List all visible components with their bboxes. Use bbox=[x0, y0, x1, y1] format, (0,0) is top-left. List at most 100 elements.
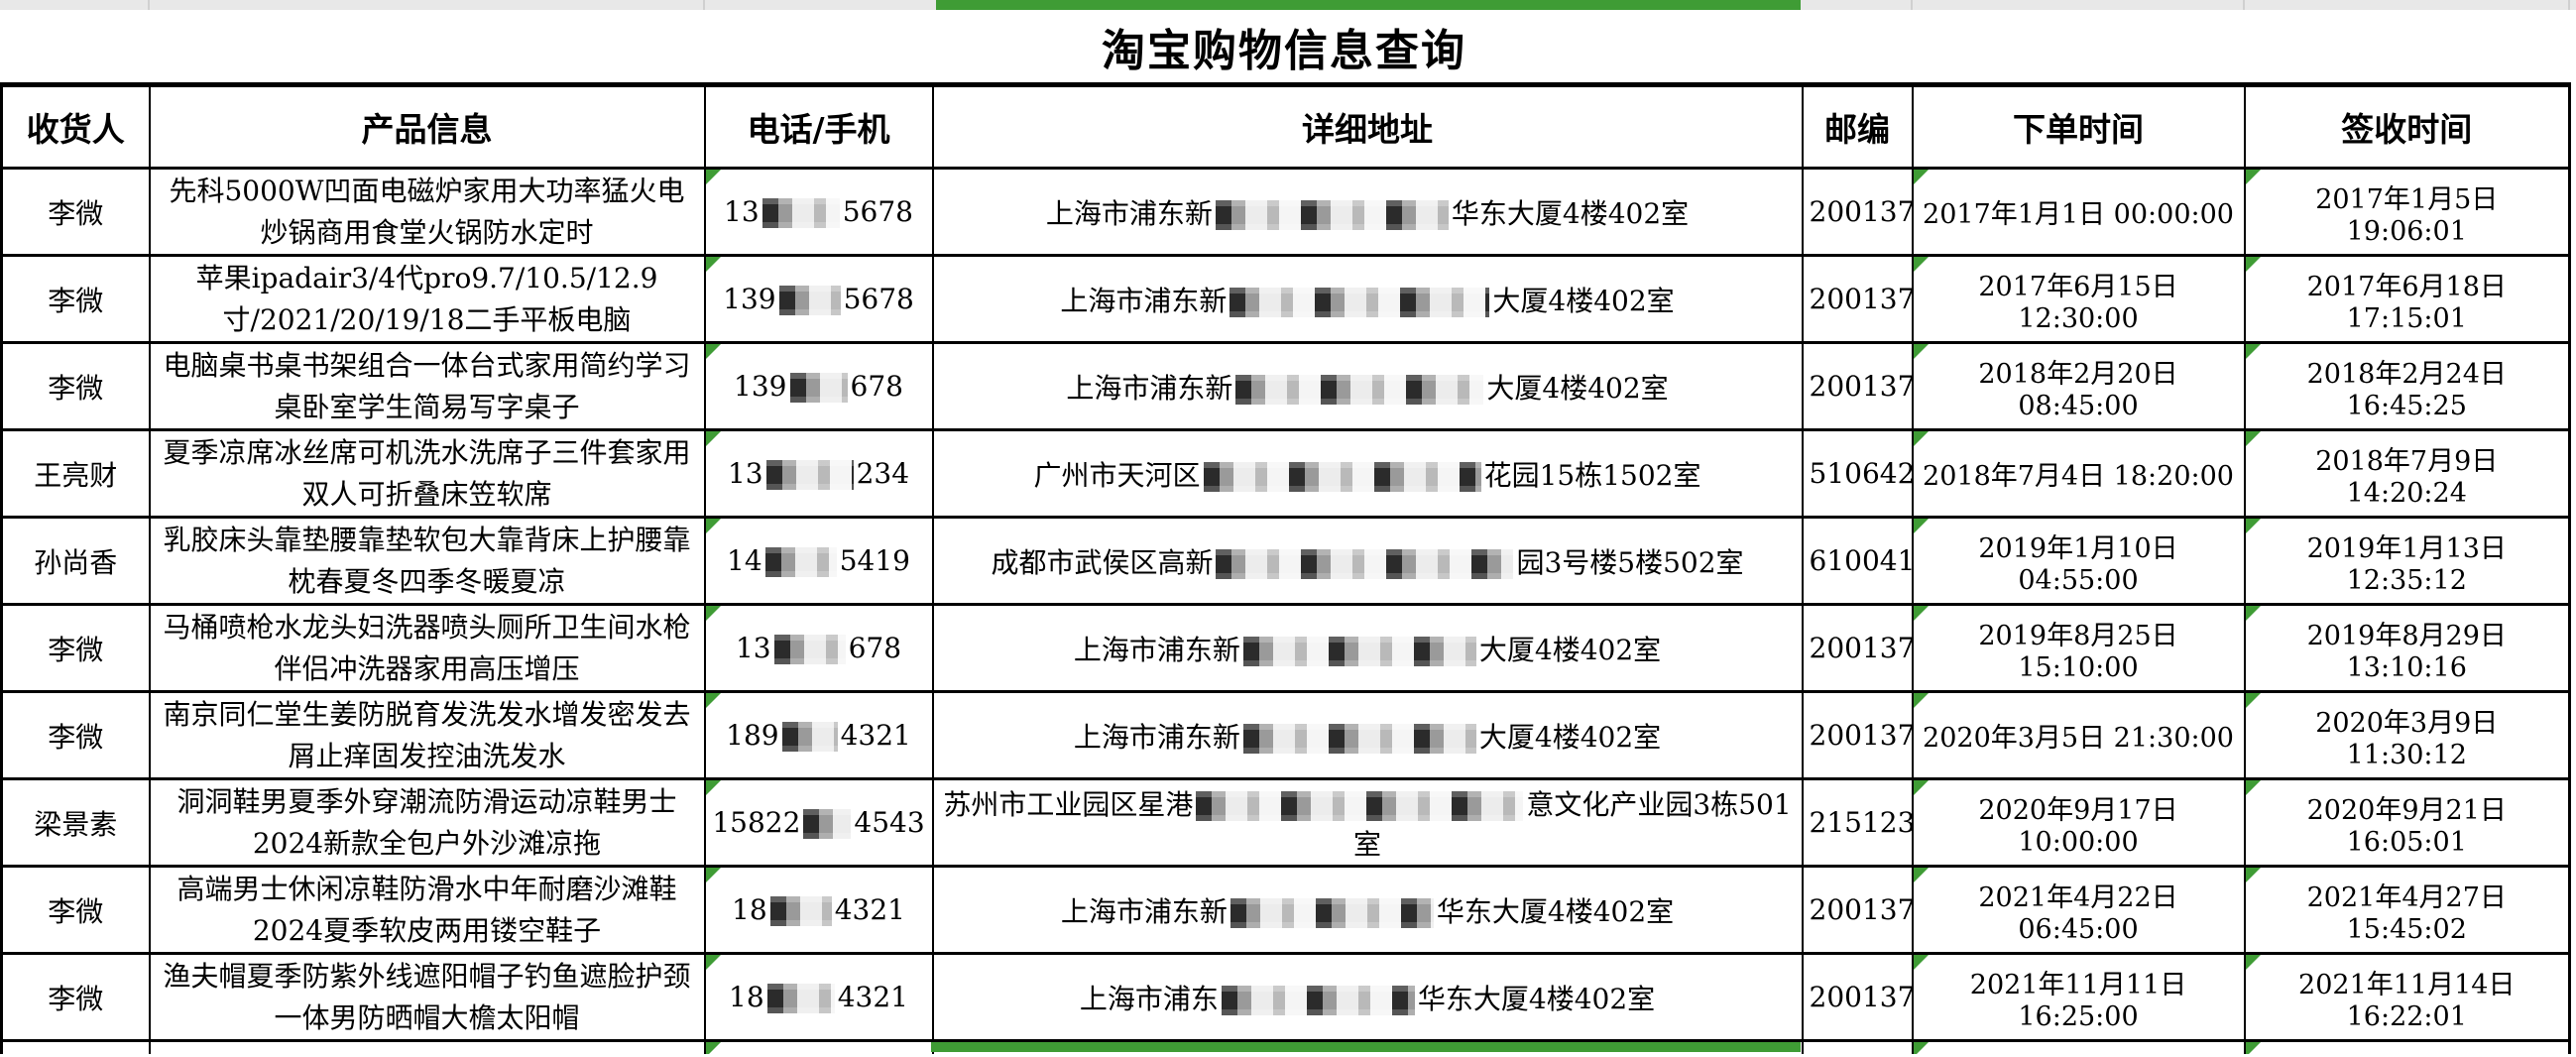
cell-recipient[interactable]: 李微 bbox=[1, 691, 151, 780]
cell-order-time[interactable]: 2020年9月17日 10:00:00 bbox=[1912, 778, 2246, 868]
cell-empty[interactable] bbox=[1, 1040, 151, 1054]
cell-sign-time[interactable]: 2020年3月9日 11:30:12 bbox=[2244, 691, 2571, 780]
cell-order-time[interactable]: 2017年6月15日 12:30:00 bbox=[1912, 255, 2246, 344]
cell-recipient[interactable]: 王亮财 bbox=[1, 429, 151, 519]
cell-zip[interactable]: 510642 bbox=[1802, 429, 1914, 519]
column-header[interactable]: 电话/手机 bbox=[704, 82, 934, 170]
cell-address[interactable]: 上海市浦东 华东大厦4楼402室 bbox=[932, 953, 1804, 1042]
cell-phone[interactable]: 14 5419 bbox=[704, 517, 934, 606]
column-header[interactable]: 签收时间 bbox=[2244, 82, 2571, 170]
cell-address[interactable]: 苏州市工业园区星港 意文化产业园3栋501室 bbox=[932, 778, 1804, 868]
cell-phone[interactable]: 18 4321 bbox=[704, 953, 934, 1042]
redacted-text-block bbox=[1215, 199, 1449, 230]
column-divider bbox=[2243, 0, 2245, 10]
cell-order-time[interactable]: 2019年8月25日 15:10:00 bbox=[1912, 604, 2246, 693]
error-indicator-triangle bbox=[1913, 868, 1929, 882]
cell-product[interactable]: 洞洞鞋男夏季外穿潮流防滑运动凉鞋男士2024新款全包户外沙滩凉拖 bbox=[149, 778, 706, 868]
cell-product[interactable]: 马桶喷枪水龙头妇洗器喷头厕所卫生间水枪伴侣冲洗器家用高压增压 bbox=[149, 604, 706, 693]
address-prefix: 上海市浦东新 bbox=[1073, 720, 1240, 754]
cell-recipient[interactable]: 李微 bbox=[1, 342, 151, 431]
cell-recipient[interactable]: 梁景素 bbox=[1, 778, 151, 868]
cell-order-time[interactable]: 2021年11月11日 16:25:00 bbox=[1912, 953, 2246, 1042]
phone-suffix: 4321 bbox=[840, 719, 911, 752]
column-header[interactable]: 收货人 bbox=[1, 82, 151, 170]
cell-product[interactable]: 苹果ipadair3/4代pro9.7/10.5/12.9寸/2021/20/1… bbox=[149, 255, 706, 344]
address-suffix: 华东大厦4楼402室 bbox=[1417, 982, 1656, 1015]
cell-empty[interactable] bbox=[2244, 1040, 2571, 1054]
cell-recipient[interactable]: 李微 bbox=[1, 604, 151, 693]
cell-sign-time[interactable]: 2021年11月14日 16:22:01 bbox=[2244, 953, 2571, 1042]
cell-zip[interactable]: 610041 bbox=[1802, 517, 1914, 606]
address-suffix: 大厦4楼402室 bbox=[1478, 720, 1662, 754]
cell-phone[interactable]: 13 5678 bbox=[704, 168, 934, 257]
cell-order-time[interactable]: 2017年1月1日 00:00:00 bbox=[1912, 168, 2246, 257]
cell-zip[interactable]: 200137 bbox=[1802, 604, 1914, 693]
cell-zip[interactable]: 200137 bbox=[1802, 342, 1914, 431]
cell-address[interactable]: 上海市浦东新 华东大厦4楼402室 bbox=[932, 866, 1804, 955]
error-indicator-triangle bbox=[705, 519, 721, 533]
cell-address[interactable]: 上海市浦东新 华东大厦4楼402室 bbox=[932, 168, 1804, 257]
cell-product[interactable]: 南京同仁堂生姜防脱育发洗发水增发密发去屑止痒固发控油洗发水 bbox=[149, 691, 706, 780]
cell-address[interactable]: 上海市浦东新 大厦4楼402室 bbox=[932, 691, 1804, 780]
cell-zip[interactable]: 200137 bbox=[1802, 255, 1914, 344]
error-indicator-triangle bbox=[1913, 170, 1929, 184]
cell-sign-time[interactable]: 2017年1月5日 19:06:01 bbox=[2244, 168, 2571, 257]
cell-phone[interactable]: 13 234 bbox=[704, 429, 934, 519]
cell-order-time[interactable]: 2018年7月4日 18:20:00 bbox=[1912, 429, 2246, 519]
cell-phone[interactable]: 189 4321 bbox=[704, 691, 934, 780]
cell-recipient[interactable]: 孙尚香 bbox=[1, 517, 151, 606]
error-indicator-triangle bbox=[2245, 606, 2261, 621]
cell-empty[interactable] bbox=[704, 1040, 934, 1054]
cell-recipient[interactable]: 李微 bbox=[1, 953, 151, 1042]
column-header[interactable]: 产品信息 bbox=[149, 82, 706, 170]
cell-product[interactable]: 夏季凉席冰丝席可机洗水洗席子三件套家用双人可折叠床笠软席 bbox=[149, 429, 706, 519]
cell-order-time[interactable]: 2020年3月5日 21:30:00 bbox=[1912, 691, 2246, 780]
cell-sign-time[interactable]: 2019年8月29日 13:10:16 bbox=[2244, 604, 2571, 693]
cell-product[interactable]: 渔夫帽夏季防紫外线遮阳帽子钓鱼遮脸护颈一体男防晒帽大檐太阳帽 bbox=[149, 953, 706, 1042]
cell-zip[interactable]: 200137 bbox=[1802, 866, 1914, 955]
cell-product[interactable]: 乳胶床头靠垫腰靠垫软包大靠背床上护腰靠枕春夏冬四季冬暖夏凉 bbox=[149, 517, 706, 606]
cell-recipient[interactable]: 李微 bbox=[1, 255, 151, 344]
cell-recipient[interactable]: 李微 bbox=[1, 866, 151, 955]
cell-zip[interactable]: 200137 bbox=[1802, 953, 1914, 1042]
cell-sign-time[interactable]: 2018年2月24日 16:45:25 bbox=[2244, 342, 2571, 431]
cell-empty[interactable] bbox=[1802, 1040, 1914, 1054]
redacted-text-block bbox=[1235, 374, 1484, 405]
column-header[interactable]: 下单时间 bbox=[1912, 82, 2246, 170]
cell-address[interactable]: 上海市浦东新 大厦4楼402室 bbox=[932, 255, 1804, 344]
cell-address[interactable]: 成都市武侯区高新 园3号楼5楼502室 bbox=[932, 517, 1804, 606]
cell-phone[interactable]: 18 4321 bbox=[704, 866, 934, 955]
cell-order-time[interactable]: 2019年1月10日 04:55:00 bbox=[1912, 517, 2246, 606]
cell-recipient[interactable]: 李微 bbox=[1, 168, 151, 257]
cell-sign-time[interactable]: 2017年6月18日 17:15:01 bbox=[2244, 255, 2571, 344]
cell-order-time[interactable]: 2021年4月22日 06:45:00 bbox=[1912, 866, 2246, 955]
column-divider bbox=[2568, 0, 2570, 10]
error-indicator-triangle bbox=[1913, 1042, 1929, 1054]
cell-phone[interactable]: 139 678 bbox=[704, 342, 934, 431]
cell-sign-time[interactable]: 2020年9月21日 16:05:01 bbox=[2244, 778, 2571, 868]
cell-product[interactable]: 先科5000W凹面电磁炉家用大功率猛火电炒锅商用食堂火锅防水定时 bbox=[149, 168, 706, 257]
cell-sign-time[interactable]: 2021年4月27日 15:45:02 bbox=[2244, 866, 2571, 955]
cell-zip[interactable]: 215123 bbox=[1802, 778, 1914, 868]
cell-empty[interactable] bbox=[1912, 1040, 2246, 1054]
cell-phone[interactable]: 13 678 bbox=[704, 604, 934, 693]
cell-order-time[interactable]: 2018年2月20日 08:45:00 bbox=[1912, 342, 2246, 431]
column-header[interactable]: 详细地址 bbox=[932, 82, 1804, 170]
cell-address[interactable]: 上海市浦东新 大厦4楼402室 bbox=[932, 604, 1804, 693]
cell-product[interactable]: 电脑桌书桌书架组合一体台式家用简约学习桌卧室学生简易写字桌子 bbox=[149, 342, 706, 431]
cell-sign-time[interactable]: 2019年1月13日 12:35:12 bbox=[2244, 517, 2571, 606]
error-indicator-triangle bbox=[705, 955, 721, 970]
cell-address[interactable]: 广州市天河区 花园15栋1502室 bbox=[932, 429, 1804, 519]
cell-zip[interactable]: 200137 bbox=[1802, 168, 1914, 257]
error-indicator-triangle bbox=[1913, 257, 1929, 272]
cell-address[interactable]: 上海市浦东新 大厦4楼402室 bbox=[932, 342, 1804, 431]
column-header[interactable]: 邮编 bbox=[1802, 82, 1914, 170]
cell-empty[interactable] bbox=[149, 1040, 706, 1054]
phone-suffix: 5678 bbox=[842, 195, 913, 228]
cell-phone[interactable]: 15822 4543 bbox=[704, 778, 934, 868]
cell-product[interactable]: 高端男士休闲凉鞋防滑水中年耐磨沙滩鞋2024夏季软皮两用镂空鞋子 bbox=[149, 866, 706, 955]
cell-phone[interactable]: 139 5678 bbox=[704, 255, 934, 344]
redacted-text-block bbox=[764, 547, 837, 577]
cell-sign-time[interactable]: 2018年7月9日 14:20:24 bbox=[2244, 429, 2571, 519]
cell-zip[interactable]: 200137 bbox=[1802, 691, 1914, 780]
